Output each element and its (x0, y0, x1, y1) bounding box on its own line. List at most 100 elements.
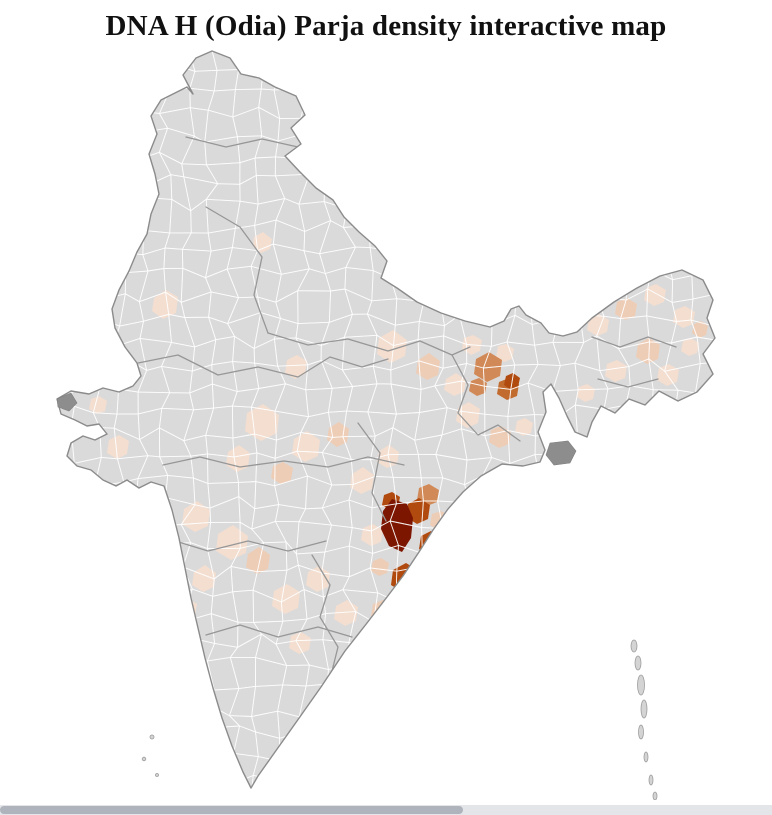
district-cell (95, 251, 127, 274)
district-cell (57, 340, 77, 370)
state-border (357, 422, 387, 522)
district[interactable] (636, 338, 660, 364)
district[interactable] (515, 418, 533, 436)
island[interactable] (652, 791, 658, 800)
district-cell (411, 618, 440, 646)
lakshadweep-islands[interactable] (141, 734, 159, 777)
district-cell (599, 426, 628, 456)
district-cell (509, 93, 539, 120)
district[interactable] (401, 585, 423, 609)
andaman-nicobar-islands[interactable] (630, 639, 658, 800)
district[interactable] (371, 558, 389, 576)
island[interactable] (640, 699, 648, 719)
district[interactable] (285, 355, 307, 379)
district[interactable] (253, 232, 272, 253)
district[interactable] (152, 290, 178, 319)
district-cell (483, 574, 508, 602)
district-cell (433, 592, 463, 621)
district-cell (488, 200, 516, 233)
district[interactable] (673, 306, 695, 328)
district-cell (66, 680, 101, 708)
district-cell (91, 529, 127, 555)
district-cell (434, 51, 471, 68)
district-cell (583, 546, 608, 578)
district[interactable] (327, 422, 349, 447)
island[interactable] (634, 655, 642, 671)
district-cell (412, 798, 447, 800)
district-cell (723, 222, 739, 248)
district[interactable] (292, 431, 320, 462)
district-cell (66, 475, 103, 507)
district[interactable] (615, 298, 637, 320)
low-density-districts[interactable] (89, 232, 708, 654)
district-cell (74, 634, 95, 669)
india-landmass[interactable] (57, 51, 715, 788)
scrollbar-thumb[interactable] (0, 806, 464, 814)
island[interactable] (638, 724, 644, 740)
district[interactable] (474, 352, 502, 382)
district-cell (97, 731, 117, 763)
district[interactable] (192, 565, 216, 592)
district[interactable] (289, 632, 311, 654)
district-cell (327, 731, 356, 764)
district[interactable] (577, 384, 595, 402)
district[interactable] (389, 602, 407, 620)
island[interactable] (141, 756, 147, 762)
district-cell (711, 289, 715, 326)
island[interactable] (155, 773, 159, 777)
state-border (205, 624, 353, 638)
island[interactable] (630, 639, 638, 653)
district[interactable] (245, 404, 279, 441)
district-cell (462, 152, 486, 187)
district[interactable] (89, 396, 107, 414)
district-cell (142, 61, 171, 91)
district[interactable] (350, 467, 374, 494)
state-border (185, 136, 299, 148)
district-cell (719, 636, 743, 665)
district[interactable] (271, 462, 293, 484)
district-cell (507, 479, 541, 509)
district-cell (457, 289, 493, 326)
district[interactable] (444, 373, 466, 396)
district[interactable] (416, 353, 440, 380)
district-cell (304, 63, 326, 93)
district[interactable] (107, 435, 129, 459)
district[interactable] (433, 543, 455, 567)
district[interactable] (246, 547, 270, 574)
district-cell (482, 702, 511, 728)
district-cell (711, 322, 715, 342)
district-cell (365, 621, 398, 647)
district-cell (113, 665, 149, 687)
district[interactable] (306, 566, 330, 592)
district-cell (68, 158, 98, 189)
district-cell (320, 161, 355, 189)
district-cell (481, 771, 516, 788)
district-cell (412, 51, 442, 68)
india-density-map[interactable] (0, 45, 772, 800)
island[interactable] (149, 734, 155, 740)
district[interactable] (469, 378, 487, 396)
island[interactable] (648, 774, 654, 786)
district[interactable] (377, 330, 407, 363)
district-cell (118, 83, 143, 113)
district-cell (620, 796, 655, 800)
district-cell (96, 200, 125, 229)
district-cell (419, 85, 436, 111)
district[interactable] (456, 402, 480, 428)
horizontal-scrollbar[interactable] (0, 805, 772, 815)
island[interactable] (643, 751, 649, 763)
district-cell (576, 245, 610, 281)
district-cell (576, 105, 601, 140)
district-cell (710, 51, 715, 68)
district-cell (645, 614, 673, 643)
district-cell (551, 776, 579, 788)
district[interactable] (334, 600, 358, 626)
district[interactable] (587, 314, 609, 336)
district-cell (642, 473, 677, 507)
highest-density-district[interactable] (381, 499, 413, 552)
district[interactable] (605, 360, 627, 382)
island[interactable] (637, 674, 645, 696)
district-cell (716, 728, 736, 760)
district-cell (642, 711, 673, 737)
district[interactable] (681, 338, 699, 356)
